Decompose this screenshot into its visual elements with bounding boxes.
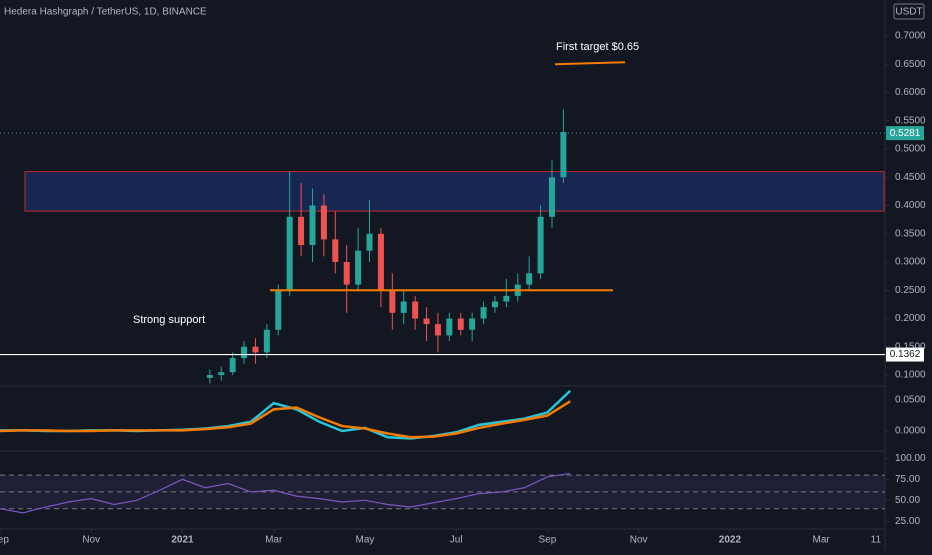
candle-body xyxy=(400,301,407,313)
target-text: First target $0.65 xyxy=(556,41,639,53)
y-tick-label: 25.00 xyxy=(895,516,920,527)
candle-body xyxy=(332,239,339,262)
y-tick-label: 0.2000 xyxy=(895,313,926,324)
y-tick-label: 0.6000 xyxy=(895,87,926,98)
candle-body xyxy=(491,301,498,308)
candle-body xyxy=(218,372,225,375)
candle-body xyxy=(286,216,293,291)
indicator-line xyxy=(0,400,571,439)
candle-body xyxy=(343,261,350,285)
candle-body xyxy=(412,301,419,319)
candle-body xyxy=(560,132,567,178)
x-tick-label: Mar xyxy=(813,535,831,546)
candle-body xyxy=(229,358,236,373)
y-tick-label: 0.6500 xyxy=(895,59,926,70)
candle-body xyxy=(548,177,555,217)
candle-body xyxy=(434,324,441,336)
y-tick-label: 0.7000 xyxy=(895,31,926,42)
candle-body xyxy=(457,318,464,330)
currency[interactable]: USDT xyxy=(895,7,922,18)
last-price-label: 0.5281 xyxy=(890,128,921,139)
x-tick-label: 2021 xyxy=(171,535,194,546)
currency-box[interactable] xyxy=(893,3,925,20)
y-tick-label: 0.1000 xyxy=(895,370,926,381)
y-tick-label: 0.0000 xyxy=(895,426,926,437)
candle-body xyxy=(355,250,362,285)
x-tick-label: 2022 xyxy=(719,535,742,546)
x-tick-label: Nov xyxy=(630,535,648,546)
candle-body xyxy=(206,374,213,378)
candle-body xyxy=(252,346,259,353)
support-text: Strong support xyxy=(133,314,205,326)
candle-body xyxy=(298,216,305,246)
y-tick-label: 0.5500 xyxy=(895,115,926,126)
support-label: 0.1362 xyxy=(890,349,921,360)
y-tick-label: 0.5000 xyxy=(895,144,926,155)
y-tick-label: 100.00 xyxy=(895,453,926,464)
y-tick-label: 0.4000 xyxy=(895,200,926,211)
candle-body xyxy=(526,273,533,285)
candle-body xyxy=(446,318,453,336)
target-line xyxy=(554,61,626,66)
x-tick-label: Sep xyxy=(0,535,9,546)
x-tick-label: Mar xyxy=(265,535,283,546)
y-tick-label: 0.4500 xyxy=(895,172,926,183)
y-tick-label: 0.3000 xyxy=(895,257,926,268)
x-tick-label: Jul xyxy=(450,535,463,546)
y-tick-label: 0.0500 xyxy=(895,395,926,406)
resistance-zone xyxy=(24,171,885,212)
y-tick-label: 50.00 xyxy=(895,495,920,506)
candle-body xyxy=(377,233,384,291)
candle-body xyxy=(241,346,248,359)
x-tick-label: Sep xyxy=(539,535,557,546)
candle-body xyxy=(503,295,510,302)
candle-body xyxy=(423,318,430,325)
y-tick-label: 75.00 xyxy=(895,474,920,485)
chart-title: Hedera Hashgraph / TetherUS, 1D, BINANCE xyxy=(4,7,207,18)
candle-body xyxy=(366,233,373,251)
x-tick-label: Nov xyxy=(82,535,100,546)
x-tick-label: 11 xyxy=(871,535,882,546)
candle-body xyxy=(389,290,396,313)
y-tick-label: 0.3500 xyxy=(895,228,926,239)
x-tick-label: May xyxy=(355,535,374,546)
candle-body xyxy=(263,329,270,353)
indicator-line xyxy=(0,472,571,514)
candle-body xyxy=(469,318,476,330)
y-tick-label: 0.1500 xyxy=(895,341,926,352)
candle-body xyxy=(309,205,316,246)
candle-body xyxy=(320,205,327,240)
y-tick-label: 0.2500 xyxy=(895,285,926,296)
candle-body xyxy=(275,290,282,330)
last-price-box xyxy=(886,126,924,141)
support-label-box xyxy=(886,347,924,362)
candle-body xyxy=(480,307,487,319)
candle-body xyxy=(537,216,544,274)
